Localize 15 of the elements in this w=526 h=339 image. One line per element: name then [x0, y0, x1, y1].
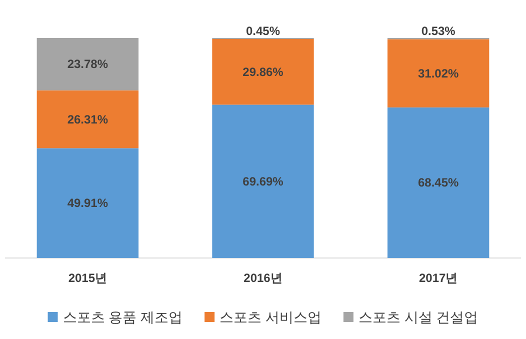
x-tick-label: 2016년	[244, 271, 282, 285]
data-label: 31.02%	[418, 66, 460, 80]
legend-label: 스포츠 서비스업	[220, 309, 322, 325]
legend-label: 스포츠 용품 제조업	[62, 309, 183, 325]
x-tick-label: 2015년	[68, 271, 108, 285]
data-label: 0.53%	[421, 24, 456, 38]
data-label: 29.86%	[242, 64, 284, 79]
legend-label: 스포츠 시설 건설업	[358, 309, 478, 325]
data-label: 69.69%	[242, 174, 284, 188]
x-tick-label: 2017년	[418, 271, 458, 285]
data-label: 0.45%	[246, 24, 280, 38]
data-label: 68.45%	[418, 176, 460, 190]
data-label: 23.78%	[67, 57, 108, 72]
data-label: 26.31%	[67, 112, 108, 126]
data-label: 49.91%	[67, 196, 108, 210]
